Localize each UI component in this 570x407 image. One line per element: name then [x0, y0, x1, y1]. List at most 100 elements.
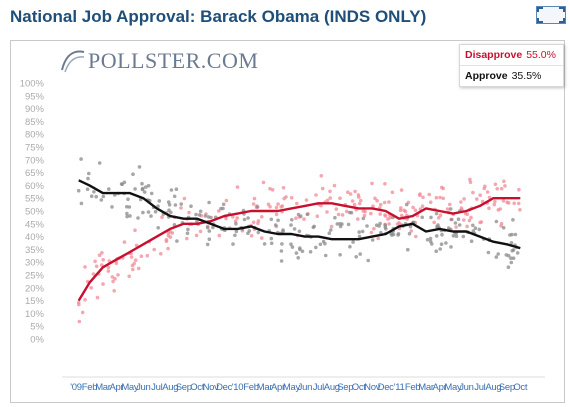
- scatter-point: [438, 213, 443, 217]
- scatter-point: [478, 220, 482, 225]
- scatter-point: [319, 174, 324, 178]
- scatter-point: [94, 194, 98, 199]
- legend-label: Disapprove: [465, 49, 523, 61]
- x-tick-label: Sep: [337, 382, 353, 393]
- scatter-point: [308, 250, 313, 254]
- scatter-point: [179, 206, 183, 210]
- x-tick-label: '11: [394, 382, 405, 393]
- scatter-point: [335, 222, 340, 226]
- scatter-point: [172, 194, 177, 199]
- scatter-point: [261, 180, 266, 185]
- scatter-point: [471, 190, 475, 195]
- scatter-point: [388, 215, 393, 220]
- scatter-point: [268, 205, 272, 209]
- x-tick-label: Oct: [513, 382, 528, 393]
- scatter-point: [274, 212, 279, 217]
- scatter-point: [131, 172, 135, 176]
- y-tick-label: 70%: [25, 155, 45, 166]
- scatter-point: [296, 255, 301, 260]
- x-tick-label: Aug: [324, 382, 340, 393]
- scatter-point: [255, 205, 260, 209]
- scatter-point: [186, 227, 190, 232]
- scatter-point: [233, 233, 237, 238]
- scatter-point: [280, 204, 285, 208]
- scatter-point: [468, 177, 472, 182]
- y-tick-label: 20%: [25, 283, 45, 294]
- scatter-point: [294, 251, 299, 255]
- scatter-point: [83, 297, 87, 302]
- scatter-point: [166, 246, 170, 251]
- legend-item-approve[interactable]: Approve 35.5%: [460, 65, 563, 86]
- scatter-point: [246, 231, 250, 235]
- scatter-point: [122, 180, 127, 185]
- scatter-point: [501, 226, 506, 230]
- scatter-point: [209, 215, 213, 220]
- x-tick-label: Mar: [257, 382, 273, 393]
- scatter-point: [372, 226, 376, 231]
- scatter-point: [448, 202, 452, 207]
- scatter-point: [139, 254, 144, 258]
- y-tick-label: 90%: [25, 104, 45, 115]
- scatter-point: [125, 214, 129, 219]
- scatter-point: [445, 207, 450, 211]
- scatter-point: [77, 319, 82, 324]
- scatter-point: [156, 226, 160, 230]
- scatter-point: [79, 201, 84, 206]
- legend-item-disapprove[interactable]: Disapprove 55.0%: [460, 45, 563, 65]
- scatter-point: [325, 210, 329, 214]
- scatter-point: [144, 185, 148, 189]
- scatter-point: [375, 198, 379, 203]
- scatter-point: [434, 195, 439, 200]
- scatter-point: [260, 236, 264, 240]
- scatter-point: [457, 223, 462, 227]
- scatter-point: [179, 202, 183, 206]
- scatter-point: [129, 255, 134, 259]
- scatter-point: [170, 231, 175, 235]
- scatter-point: [332, 183, 337, 188]
- y-tick-label: 65%: [25, 168, 45, 179]
- scatter-point: [383, 182, 387, 186]
- scatter-point: [101, 258, 105, 262]
- scatter-point: [413, 208, 418, 212]
- scatter-point: [353, 189, 357, 194]
- scatter-point: [496, 252, 501, 256]
- scatter-point: [235, 185, 240, 189]
- scatter-point: [357, 201, 362, 206]
- page-title: National Job Approval: Barack Obama (IND…: [10, 7, 427, 26]
- scatter-point: [438, 195, 442, 200]
- scatter-point: [86, 176, 90, 181]
- x-tick-label: Apr: [271, 382, 285, 393]
- scatter-point: [348, 210, 352, 215]
- scatter-point: [100, 263, 104, 267]
- scatter-point: [256, 230, 261, 235]
- scatter-point: [101, 282, 105, 286]
- scatter-point: [510, 248, 515, 253]
- scatter-point: [136, 216, 140, 220]
- scatter-point: [409, 229, 414, 233]
- legend-label: Approve: [465, 70, 508, 82]
- scatter-point: [508, 233, 512, 237]
- scatter-point: [292, 227, 297, 231]
- x-tick-label: Dec: [216, 382, 233, 393]
- scatter-point: [142, 190, 147, 194]
- scatter-point: [383, 213, 387, 217]
- scatter-point: [518, 208, 522, 212]
- scatter-point: [373, 196, 377, 201]
- scatter-point: [469, 239, 474, 243]
- scatter-point: [235, 216, 239, 220]
- scatter-point: [76, 188, 81, 193]
- scatter-point: [403, 209, 408, 214]
- scatter-point: [406, 247, 410, 252]
- scatter-point: [133, 187, 137, 191]
- scatter-point: [107, 187, 111, 191]
- scatter-point: [110, 275, 115, 279]
- scatter-point: [79, 157, 83, 161]
- expand-icon[interactable]: [536, 6, 566, 24]
- scatter-point: [164, 238, 169, 242]
- scatter-point: [137, 165, 142, 169]
- scatter-point: [451, 234, 456, 238]
- scatter-point: [499, 224, 503, 228]
- scatter-point: [377, 224, 381, 228]
- scatter-point: [274, 205, 279, 210]
- x-tick-label: Jun: [298, 382, 312, 393]
